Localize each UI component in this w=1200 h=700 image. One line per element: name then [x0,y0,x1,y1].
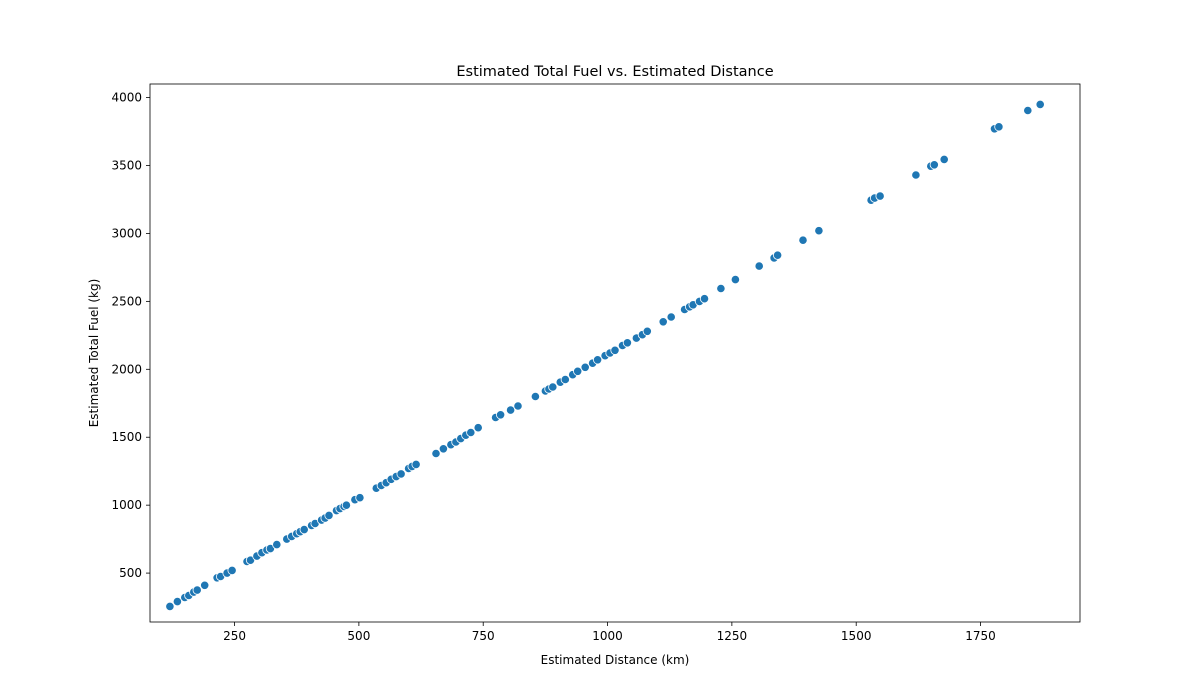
data-point [716,283,726,294]
data-point [438,444,448,454]
data-point [272,539,282,550]
data-point [530,391,541,402]
data-point [324,510,334,521]
data-point [622,338,633,348]
data-point [658,317,668,327]
data-points [165,99,1045,612]
y-tick-label: 4000 [111,91,142,105]
x-axis-label: Estimated Distance (km) [541,653,690,667]
data-point [699,294,710,304]
data-point [299,524,309,535]
data-point [994,122,1004,132]
y-tick-label: 1500 [111,430,142,444]
y-tick-label: 2000 [111,362,142,376]
data-point [396,469,406,479]
data-point [513,401,523,411]
data-point [172,596,182,607]
y-axis-ticks: 500 1000 1500 2000 2500 3000 3500 4000 [111,91,150,580]
x-tick-label: 250 [223,629,246,643]
data-point [473,423,483,433]
data-point [431,448,441,459]
data-point [505,405,516,415]
data-point [666,312,676,322]
y-axis-label: Estimated Total Fuel (kg) [87,279,101,428]
data-point [939,154,949,164]
data-point [580,362,590,372]
data-point [466,427,476,438]
data-point [192,585,202,595]
x-tick-label: 1500 [841,629,872,643]
data-point [165,601,175,612]
chart-title: Estimated Total Fuel vs. Estimated Dista… [456,64,773,80]
data-point [495,410,506,420]
y-tick-label: 2500 [111,294,142,308]
data-point [610,345,620,355]
y-tick-label: 1000 [111,498,142,512]
data-point [929,160,939,170]
data-point [227,565,237,576]
data-point [1035,99,1045,110]
data-point [200,580,210,590]
data-point [341,500,351,510]
x-tick-label: 1250 [717,629,748,643]
x-tick-label: 750 [472,629,495,643]
data-point [754,261,764,271]
plot-frame [149,83,1081,623]
data-point [592,355,603,365]
data-point [1023,105,1033,116]
data-point [573,366,583,376]
data-point [245,555,256,565]
data-point [814,226,824,236]
x-tick-label: 1750 [965,629,996,643]
x-tick-label: 500 [347,629,370,643]
y-tick-label: 3500 [111,159,142,173]
data-point [772,250,783,260]
data-point [911,170,921,180]
data-point [560,374,570,385]
data-point [642,326,652,336]
data-point [730,274,741,285]
x-tick-label: 1000 [592,629,623,643]
data-point [548,382,558,392]
data-point [798,235,808,245]
x-axis-ticks: 250 500 750 1000 1250 1500 1750 [223,622,996,643]
y-tick-label: 3000 [111,226,142,240]
data-point [411,459,421,469]
data-point [875,191,885,201]
data-point [355,493,365,503]
y-tick-label: 500 [119,566,142,580]
